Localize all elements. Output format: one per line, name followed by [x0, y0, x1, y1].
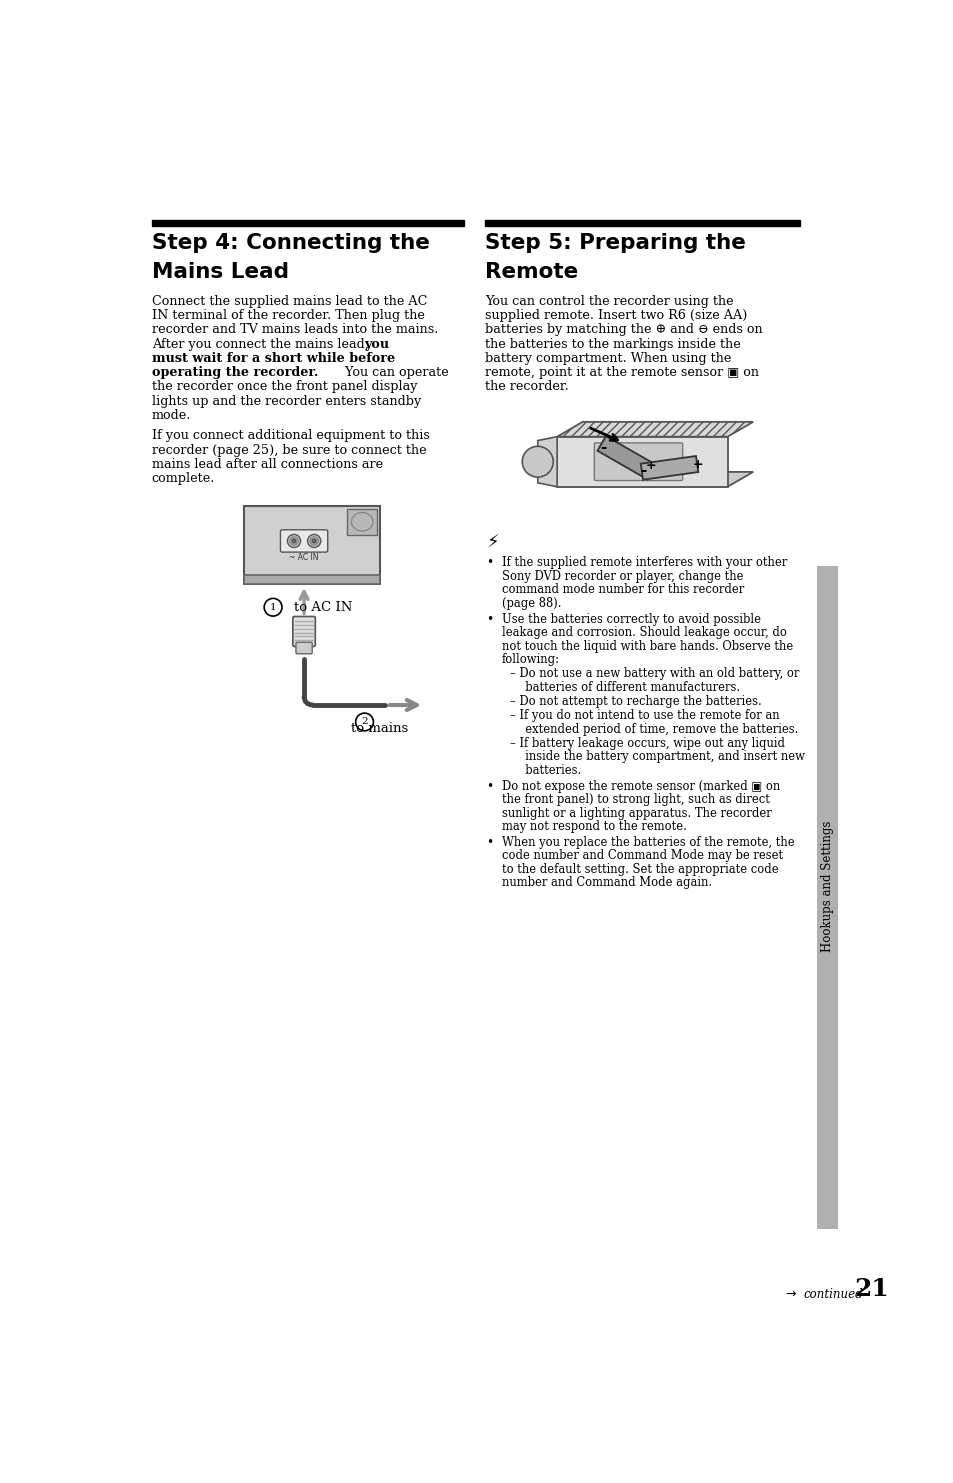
Text: the recorder.: the recorder. [484, 381, 568, 393]
Text: •: • [486, 612, 494, 626]
Text: must wait for a short while before: must wait for a short while before [152, 351, 395, 365]
Bar [243, 506, 379, 584]
Text: – Do not use a new battery with an old battery, or: – Do not use a new battery with an old b… [509, 667, 799, 681]
Text: code number and Command Mode may be reset: code number and Command Mode may be rese… [501, 850, 782, 863]
Text: You can operate: You can operate [340, 366, 448, 380]
Text: (page 88).: (page 88). [501, 596, 561, 610]
Text: You can control the recorder using the: You can control the recorder using the [484, 295, 733, 308]
Text: When you replace the batteries of the remote, the: When you replace the batteries of the re… [501, 836, 794, 848]
Text: Hookups and Settings: Hookups and Settings [821, 820, 833, 952]
Text: -: - [639, 464, 646, 479]
Text: Connect the supplied mains lead to the AC: Connect the supplied mains lead to the A… [152, 295, 427, 308]
Text: not touch the liquid with bare hands. Observe the: not touch the liquid with bare hands. Ob… [501, 639, 793, 653]
Circle shape [290, 537, 298, 546]
Bar [347, 509, 376, 535]
Text: lights up and the recorder enters standby: lights up and the recorder enters standb… [152, 394, 420, 408]
FancyBboxPatch shape [293, 617, 315, 647]
Text: •: • [486, 836, 494, 848]
Bar [243, 575, 379, 584]
Bar [152, 219, 464, 225]
Text: •: • [486, 780, 494, 793]
Text: may not respond to the remote.: may not respond to the remote. [501, 820, 686, 833]
Text: following:: following: [501, 653, 559, 666]
FancyBboxPatch shape [295, 642, 312, 654]
Text: →: → [784, 1287, 795, 1301]
Polygon shape [557, 421, 753, 436]
Circle shape [292, 538, 295, 543]
Text: mains lead after all connections are: mains lead after all connections are [152, 458, 382, 472]
Text: mode.: mode. [152, 409, 191, 423]
Text: supplied remote. Insert two R6 (size AA): supplied remote. Insert two R6 (size AA) [484, 310, 746, 322]
Text: you: you [364, 338, 389, 351]
Text: command mode number for this recorder: command mode number for this recorder [501, 583, 743, 596]
Bar [484, 219, 799, 225]
Circle shape [287, 534, 300, 547]
Text: If you connect additional equipment to this: If you connect additional equipment to t… [152, 430, 429, 442]
Text: +: + [645, 460, 656, 472]
Text: continued: continued [802, 1287, 862, 1301]
Text: complete.: complete. [152, 472, 215, 485]
Text: If the supplied remote interferes with your other: If the supplied remote interferes with y… [501, 556, 786, 569]
Text: IN terminal of the recorder. Then plug the: IN terminal of the recorder. Then plug t… [152, 310, 424, 322]
Text: batteries.: batteries. [517, 764, 580, 777]
Text: 21: 21 [853, 1277, 888, 1301]
Text: sunlight or a lighting apparatus. The recorder: sunlight or a lighting apparatus. The re… [501, 807, 771, 820]
FancyBboxPatch shape [280, 529, 328, 552]
Text: number and Command Mode again.: number and Command Mode again. [501, 876, 712, 890]
Text: to the default setting. Set the appropriate code: to the default setting. Set the appropri… [501, 863, 778, 876]
Text: batteries of different manufacturers.: batteries of different manufacturers. [517, 681, 739, 694]
Text: – If battery leakage occurs, wipe out any liquid: – If battery leakage occurs, wipe out an… [509, 737, 784, 750]
Polygon shape [537, 436, 557, 486]
FancyBboxPatch shape [594, 443, 682, 480]
Circle shape [264, 598, 282, 615]
Polygon shape [557, 472, 753, 486]
Text: Step 4: Connecting the: Step 4: Connecting the [152, 233, 429, 254]
Text: Mains Lead: Mains Lead [152, 262, 289, 282]
Text: ⚡: ⚡ [486, 534, 498, 552]
Text: to AC IN: to AC IN [294, 601, 352, 614]
Text: Sony DVD recorder or player, change the: Sony DVD recorder or player, change the [501, 569, 742, 583]
Text: extended period of time, remove the batteries.: extended period of time, remove the batt… [517, 722, 797, 736]
Text: Do not expose the remote sensor (marked ▣ on: Do not expose the remote sensor (marked … [501, 780, 780, 793]
Text: recorder (page 25), be sure to connect the: recorder (page 25), be sure to connect t… [152, 443, 426, 457]
Circle shape [310, 537, 318, 546]
Text: Use the batteries correctly to avoid possible: Use the batteries correctly to avoid pos… [501, 612, 760, 626]
Text: ~ AC IN: ~ AC IN [289, 553, 318, 562]
Text: to mains: to mains [350, 722, 408, 736]
Text: battery compartment. When using the: battery compartment. When using the [484, 351, 731, 365]
Text: recorder and TV mains leads into the mains.: recorder and TV mains leads into the mai… [152, 323, 437, 337]
Text: batteries by matching the ⊕ and ⊖ ends on: batteries by matching the ⊕ and ⊖ ends o… [484, 323, 761, 337]
Text: the recorder once the front panel display: the recorder once the front panel displa… [152, 381, 416, 393]
Text: leakage and corrosion. Should leakage occur, do: leakage and corrosion. Should leakage oc… [501, 626, 786, 639]
Polygon shape [597, 436, 656, 479]
Text: Remote: Remote [484, 262, 578, 282]
Circle shape [307, 534, 320, 547]
Text: remote, point it at the remote sensor ▣ on: remote, point it at the remote sensor ▣ … [484, 366, 759, 380]
Text: – If you do not intend to use the remote for an: – If you do not intend to use the remote… [509, 709, 779, 722]
Circle shape [355, 713, 373, 731]
Text: +: + [692, 458, 702, 472]
Text: 2: 2 [361, 718, 368, 727]
Text: 1: 1 [270, 602, 276, 611]
Text: -: - [599, 440, 605, 455]
Bar [243, 575, 379, 584]
Bar [816, 567, 838, 1228]
Text: the front panel) to strong light, such as direct: the front panel) to strong light, such a… [501, 793, 769, 807]
Text: operating the recorder.: operating the recorder. [152, 366, 318, 380]
Text: – Do not attempt to recharge the batteries.: – Do not attempt to recharge the batteri… [509, 696, 760, 707]
Polygon shape [640, 455, 698, 479]
Text: After you connect the mains lead,: After you connect the mains lead, [152, 338, 373, 351]
Circle shape [312, 538, 315, 543]
Polygon shape [557, 436, 727, 486]
Circle shape [521, 446, 553, 478]
Text: •: • [486, 556, 494, 569]
Text: Step 5: Preparing the: Step 5: Preparing the [484, 233, 745, 254]
Text: the batteries to the markings inside the: the batteries to the markings inside the [484, 338, 740, 351]
Text: inside the battery compartment, and insert new: inside the battery compartment, and inse… [517, 750, 803, 764]
